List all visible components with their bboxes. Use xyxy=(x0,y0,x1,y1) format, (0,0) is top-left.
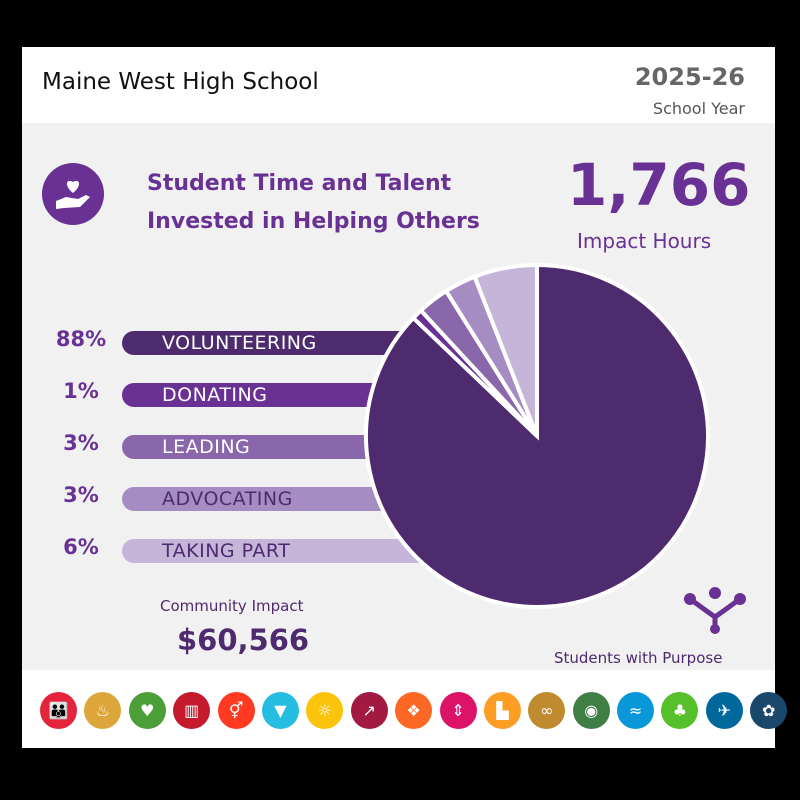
climate-action-icon: ◉ xyxy=(572,692,610,729)
percent-label: 6% xyxy=(63,535,99,559)
peace-justice-icon: ✈ xyxy=(705,692,743,729)
life-on-land-icon: ♣ xyxy=(661,692,699,729)
school-year: 2025-26 xyxy=(634,63,745,91)
zero-hunger-icon: ♨ xyxy=(84,692,122,729)
quality-education-icon: ▥ xyxy=(173,692,211,729)
category-label: VOLUNTEERING xyxy=(162,332,317,354)
students-with-purpose-logo xyxy=(684,587,746,634)
heart-hand-icon xyxy=(42,163,104,225)
main-panel: Student Time and Talent Invested in Help… xyxy=(22,123,775,670)
gender-equality-icon: ⚥ xyxy=(217,692,255,729)
school-year-label: School Year xyxy=(652,99,745,118)
reduced-inequalities-icon: ⇕ xyxy=(439,692,477,729)
community-impact-value: $60,566 xyxy=(177,623,310,657)
decent-work-icon: ↗ xyxy=(350,692,388,729)
section-title: Student Time and Talent Invested in Help… xyxy=(147,165,480,241)
category-bar: ADVOCATING xyxy=(122,487,422,511)
industry-innovation-icon: ❖ xyxy=(395,692,433,729)
category-bar: TAKING PART xyxy=(122,539,422,563)
responsible-consumption-icon: ∞ xyxy=(528,692,566,729)
percent-label: 3% xyxy=(63,431,99,455)
brand-name: Students with Purpose xyxy=(554,649,723,667)
impact-hours-value: 1,766 xyxy=(567,151,751,219)
header: Maine West High School 2025-26 School Ye… xyxy=(22,47,775,123)
category-label: TAKING PART xyxy=(162,540,291,562)
percent-label: 1% xyxy=(63,379,99,403)
title-line-2: Invested in Helping Others xyxy=(147,209,480,234)
category-bar: VOLUNTEERING xyxy=(122,331,422,355)
school-name: Maine West High School xyxy=(42,69,319,95)
sustainable-cities-icon: ▙ xyxy=(483,692,521,729)
category-label: DONATING xyxy=(162,384,268,406)
impact-hours-label: Impact Hours xyxy=(577,229,712,253)
pie-slice-taking-part xyxy=(472,262,539,437)
clean-energy-icon: ☼ xyxy=(306,692,344,729)
percent-label: 3% xyxy=(63,483,99,507)
impact-card: Maine West High School 2025-26 School Ye… xyxy=(22,47,788,748)
community-impact-label: Community Impact xyxy=(160,597,304,615)
sdg-icon-row: 👪 ♨ ♥ ▥ ⚥ ▼ ☼ ↗ ❖ ⇕ ▙ ∞ ◉ ≈ ♣ ✈ ✿ xyxy=(40,692,788,729)
title-line-1: Student Time and Talent xyxy=(147,171,452,196)
pie-chart xyxy=(364,262,710,609)
no-poverty-icon: 👪 xyxy=(40,692,77,729)
category-label: ADVOCATING xyxy=(162,488,293,510)
partnerships-icon: ✿ xyxy=(750,692,788,729)
percent-label: 88% xyxy=(55,327,107,351)
clean-water-icon: ▼ xyxy=(261,692,299,729)
pie-slice-volunteering xyxy=(364,262,710,609)
life-below-water-icon: ≈ xyxy=(617,692,655,729)
good-health-icon: ♥ xyxy=(128,692,166,729)
category-label: LEADING xyxy=(162,436,251,458)
